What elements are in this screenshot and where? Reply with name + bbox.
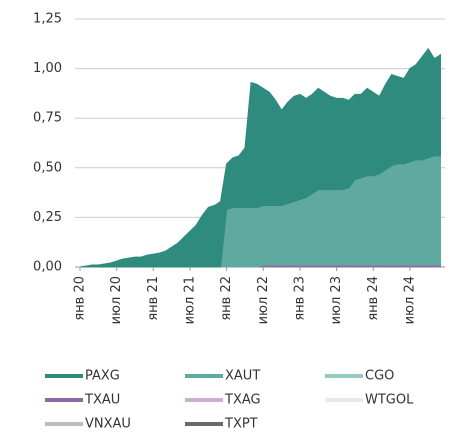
x-tick-label: янв 23: [292, 276, 307, 321]
legend-label: TXAU: [84, 393, 120, 408]
x-tick-label: июл 22: [256, 276, 271, 324]
y-tick-label: 0,00: [33, 260, 62, 275]
legend-label: XAUT: [225, 369, 260, 384]
x-tick-label: янв 20: [73, 276, 88, 321]
y-tick-label: 1,25: [33, 12, 62, 27]
legend-label: PAXG: [85, 369, 120, 384]
x-tick-label: янв 24: [366, 276, 381, 321]
x-tick-label: июл 23: [329, 276, 344, 324]
y-tick-label: 0,50: [33, 160, 62, 175]
legend-label: TXPT: [224, 417, 258, 432]
x-tick-label: янв 22: [219, 276, 234, 321]
x-tick-label: янв 21: [146, 276, 161, 321]
x-tick-label: июл 21: [182, 276, 197, 324]
y-tick-label: 1,00: [33, 61, 62, 76]
area: [79, 47, 441, 268]
y-tick-label: 0,75: [33, 111, 62, 126]
legend-label: TXAG: [224, 393, 261, 408]
legend-label: CGO: [365, 369, 394, 384]
legend-label: VNXAU: [85, 417, 131, 432]
x-tick-label: июл 20: [109, 276, 124, 324]
y-tick-label: 0,25: [33, 210, 62, 225]
x-tick-label: июл 24: [402, 276, 417, 324]
legend-label: WTGOL: [365, 393, 414, 408]
